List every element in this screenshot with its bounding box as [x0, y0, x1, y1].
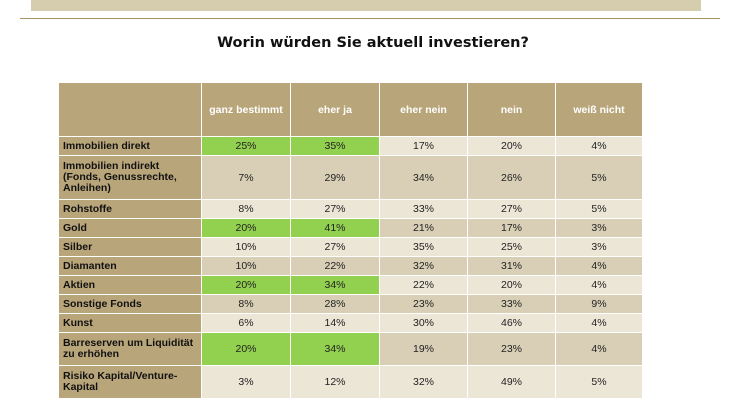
value-cell: 34%: [290, 275, 380, 295]
table-row: Immobilien indirekt (Fonds, Genussrechte…: [58, 155, 643, 200]
value-cell: 33%: [467, 294, 556, 314]
value-cell: 5%: [555, 365, 643, 399]
value-cell: 27%: [467, 199, 556, 219]
table-body: Immobilien direkt 25% 35% 17% 20% 4% Immobilie…: [58, 136, 643, 399]
value-cell: 33%: [379, 199, 468, 219]
value-cell: 31%: [467, 256, 556, 276]
row-label: Immobilien direkt: [58, 136, 202, 156]
table-row: Aktien 20% 34% 22% 20% 4%: [58, 275, 643, 295]
value-cell: 35%: [379, 237, 468, 257]
value-cell: 19%: [379, 332, 468, 366]
row-label: Immobilien indirekt (Fonds, Genussrechte…: [58, 155, 202, 200]
column-header: ganz bestimmt: [201, 82, 291, 137]
value-cell: 9%: [555, 294, 643, 314]
value-cell: 4%: [555, 256, 643, 276]
table-row: Barreserven um Liquidität zu erhöhen 20% 3…: [58, 332, 643, 366]
column-header: weiß nicht: [555, 82, 643, 137]
top-divider: [20, 18, 720, 19]
value-cell: 49%: [467, 365, 556, 399]
value-cell: 10%: [201, 237, 291, 257]
value-cell: 6%: [201, 313, 291, 333]
value-cell: 22%: [379, 275, 468, 295]
value-cell: 20%: [467, 136, 556, 156]
row-label: Diamanten: [58, 256, 202, 276]
value-cell: 46%: [467, 313, 556, 333]
value-cell: 27%: [290, 199, 380, 219]
value-cell: 3%: [201, 365, 291, 399]
table-row: Risiko Kapital/Venture-Kapital 3% 12% 32% 49…: [58, 365, 643, 399]
row-label: Aktien: [58, 275, 202, 295]
chart-title: Worin würden Sie aktuell investieren?: [217, 35, 529, 51]
value-cell: 25%: [467, 237, 556, 257]
value-cell: 7%: [201, 155, 291, 200]
header-corner: [58, 82, 202, 137]
value-cell: 22%: [290, 256, 380, 276]
value-cell: 20%: [201, 275, 291, 295]
value-cell: 32%: [379, 256, 468, 276]
table-row: Gold 20% 41% 21% 17% 3%: [58, 218, 643, 238]
row-label: Kunst: [58, 313, 202, 333]
row-label: Barreserven um Liquidität zu erhöhen: [58, 332, 202, 366]
value-cell: 5%: [555, 199, 643, 219]
column-header: eher nein: [379, 82, 468, 137]
row-label: Risiko Kapital/Venture-Kapital: [58, 365, 202, 399]
value-cell: 3%: [555, 237, 643, 257]
value-cell: 27%: [290, 237, 380, 257]
value-cell: 28%: [290, 294, 380, 314]
top-banner: [31, 0, 701, 11]
value-cell: 34%: [290, 332, 380, 366]
value-cell: 20%: [201, 332, 291, 366]
column-header: nein: [467, 82, 556, 137]
value-cell: 8%: [201, 199, 291, 219]
value-cell: 4%: [555, 332, 643, 366]
table-row: Kunst 6% 14% 30% 46% 4%: [58, 313, 643, 333]
row-label: Sonstige Fonds: [58, 294, 202, 314]
column-header: eher ja: [290, 82, 380, 137]
value-cell: 41%: [290, 218, 380, 238]
value-cell: 12%: [290, 365, 380, 399]
survey-table: ganz bestimmt eher ja eher nein nein weiß ni…: [58, 82, 643, 399]
value-cell: 30%: [379, 313, 468, 333]
value-cell: 35%: [290, 136, 380, 156]
table-row: Diamanten 10% 22% 32% 31% 4%: [58, 256, 643, 276]
value-cell: 4%: [555, 136, 643, 156]
value-cell: 4%: [555, 313, 643, 333]
value-cell: 5%: [555, 155, 643, 200]
value-cell: 23%: [467, 332, 556, 366]
value-cell: 34%: [379, 155, 468, 200]
value-cell: 20%: [201, 218, 291, 238]
value-cell: 17%: [467, 218, 556, 238]
value-cell: 20%: [467, 275, 556, 295]
table-row: Immobilien direkt 25% 35% 17% 20% 4%: [58, 136, 643, 156]
value-cell: 17%: [379, 136, 468, 156]
value-cell: 3%: [555, 218, 643, 238]
value-cell: 4%: [555, 275, 643, 295]
row-label: Gold: [58, 218, 202, 238]
value-cell: 21%: [379, 218, 468, 238]
value-cell: 25%: [201, 136, 291, 156]
value-cell: 26%: [467, 155, 556, 200]
row-label: Rohstoffe: [58, 199, 202, 219]
row-label: Silber: [58, 237, 202, 257]
value-cell: 8%: [201, 294, 291, 314]
value-cell: 10%: [201, 256, 291, 276]
value-cell: 14%: [290, 313, 380, 333]
table-row: Silber 10% 27% 35% 25% 3%: [58, 237, 643, 257]
value-cell: 23%: [379, 294, 468, 314]
table-header-row: ganz bestimmt eher ja eher nein nein weiß ni…: [58, 82, 643, 137]
value-cell: 29%: [290, 155, 380, 200]
value-cell: 32%: [379, 365, 468, 399]
table-row: Sonstige Fonds 8% 28% 23% 33% 9%: [58, 294, 643, 314]
table-row: Rohstoffe 8% 27% 33% 27% 5%: [58, 199, 643, 219]
